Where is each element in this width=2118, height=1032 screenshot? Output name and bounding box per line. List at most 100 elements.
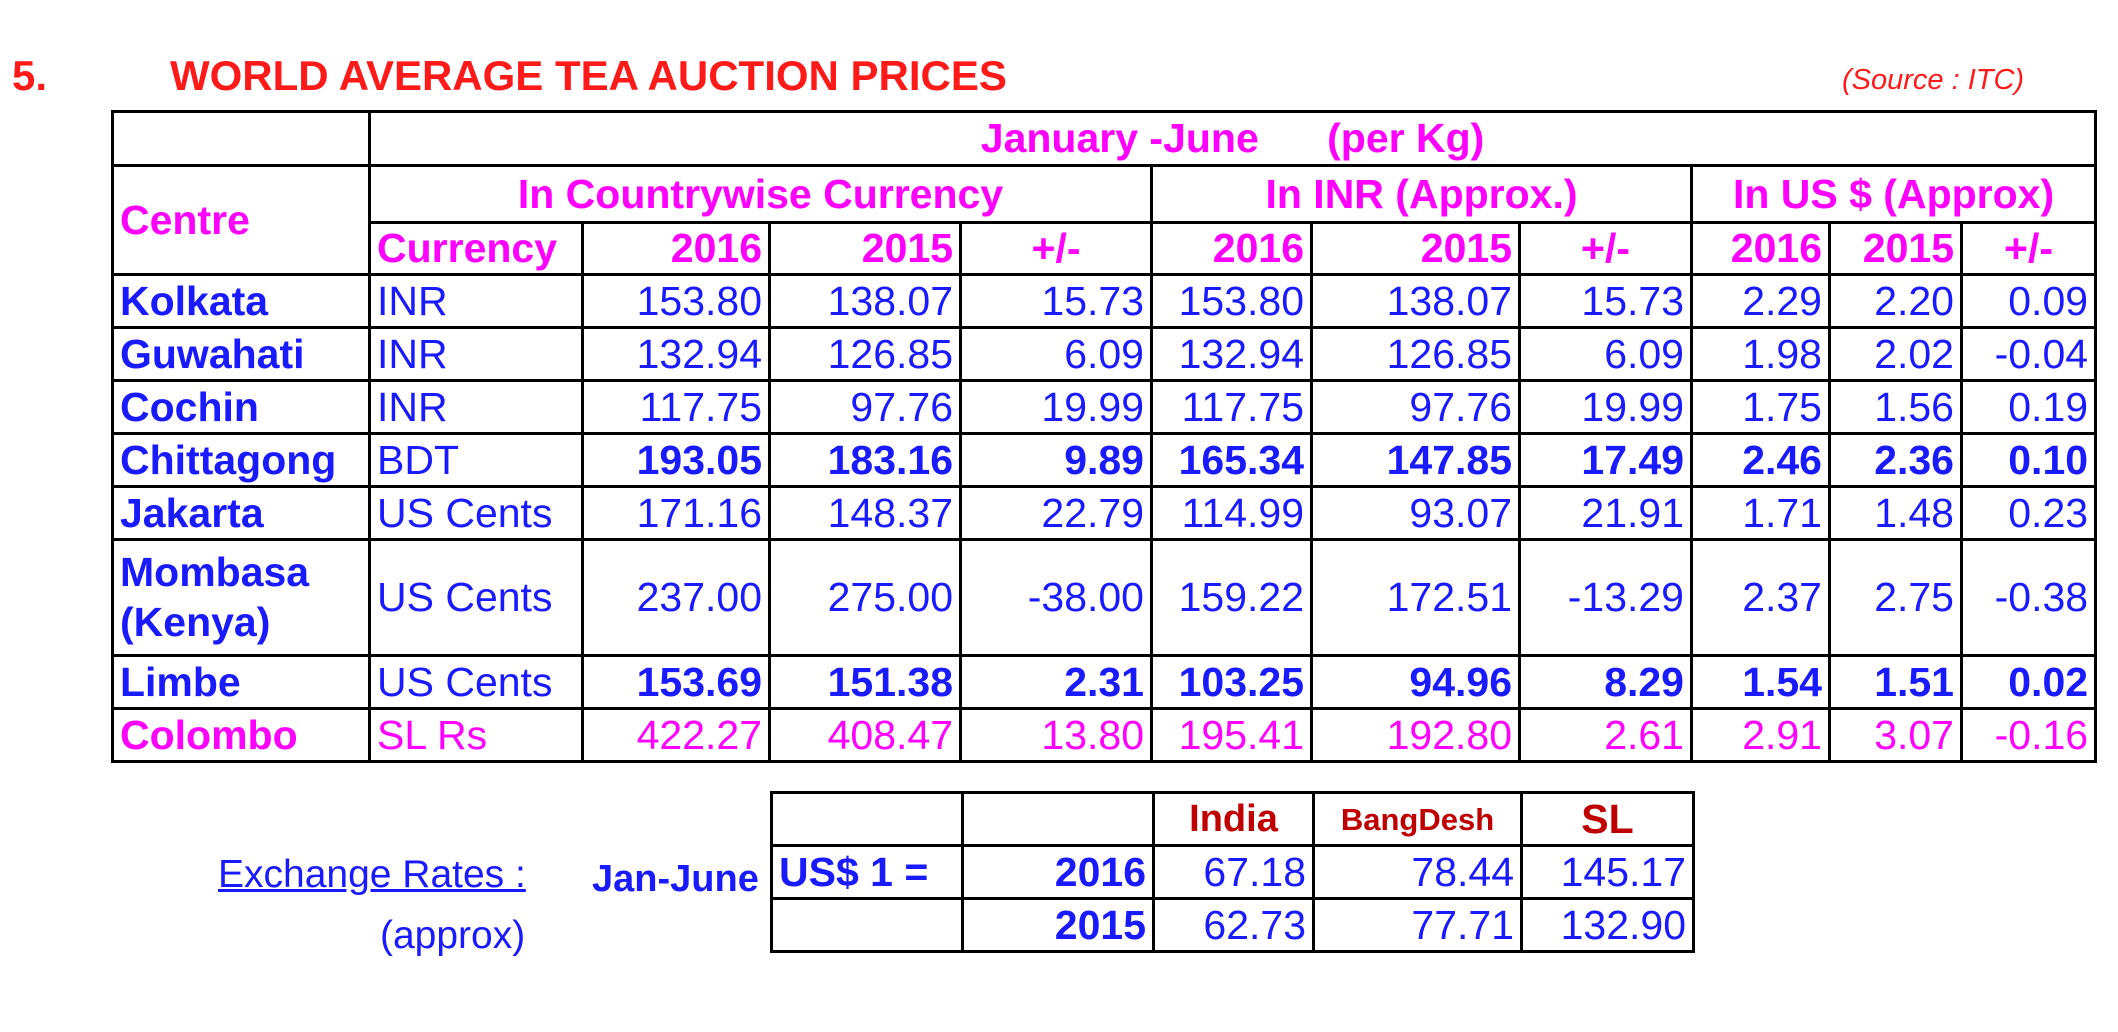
blank-cell <box>770 791 964 847</box>
value-cell: 2.46 <box>1690 432 1831 488</box>
value-cell: 275.00 <box>768 538 962 657</box>
country-header: SL <box>1520 791 1695 847</box>
value-cell: -0.04 <box>1959 326 2098 382</box>
currency-cell: INR <box>368 326 584 382</box>
value-cell: 0.10 <box>1959 432 2098 488</box>
value-cell: 126.85 <box>768 326 962 382</box>
currency-cell: US Cents <box>368 654 584 710</box>
value-cell: 117.75 <box>1150 379 1313 435</box>
value-cell: 1.54 <box>1690 654 1831 710</box>
value-cell: 21.91 <box>1518 485 1693 541</box>
value-cell: -38.00 <box>959 538 1153 657</box>
value-cell: 8.29 <box>1518 654 1693 710</box>
value-cell: 3.07 <box>1828 707 1963 763</box>
value-cell: 1.98 <box>1690 326 1831 382</box>
column-header-currency: Currency <box>368 221 584 276</box>
column-header: 2016 <box>1690 221 1831 276</box>
value-cell: 2.02 <box>1828 326 1963 382</box>
value-cell: 1.71 <box>1690 485 1831 541</box>
value-cell: 151.38 <box>768 654 962 710</box>
period-header: January -June (per Kg) <box>367 110 2098 167</box>
group-header-usd: In US $ (Approx) <box>1689 164 2098 224</box>
value-cell: 138.07 <box>768 273 962 329</box>
country-header: India <box>1152 791 1315 847</box>
currency-cell: BDT <box>368 432 584 488</box>
exchange-rates-label: Exchange Rates : <box>218 853 526 896</box>
currency-cell: INR <box>368 273 584 329</box>
value-cell: 97.76 <box>1310 379 1521 435</box>
value-cell: 0.02 <box>1959 654 2098 710</box>
value-cell: -0.16 <box>1959 707 2098 763</box>
currency-cell: INR <box>368 379 584 435</box>
currency-cell: US Cents <box>368 538 584 657</box>
exchange-base: US$ 1 = <box>770 844 964 900</box>
value-cell: 0.23 <box>1959 485 2098 541</box>
value-cell: 165.34 <box>1150 432 1313 488</box>
country-header: BangDesh <box>1312 791 1523 847</box>
group-header-countrywise: In Countrywise Currency <box>368 164 1153 224</box>
centre-name: Chittagong <box>111 432 371 488</box>
value-cell: 1.48 <box>1828 485 1963 541</box>
centre-header: Centre <box>111 164 371 276</box>
value-cell: 2.61 <box>1518 707 1693 763</box>
value-cell: 114.99 <box>1150 485 1313 541</box>
value-cell: 15.73 <box>959 273 1153 329</box>
value-cell: -0.38 <box>1959 538 2098 657</box>
exchange-value: 77.71 <box>1312 897 1523 953</box>
value-cell: 138.07 <box>1310 273 1521 329</box>
value-cell: 132.94 <box>1150 326 1313 382</box>
value-cell: 408.47 <box>768 707 962 763</box>
page-title: WORLD AVERAGE TEA AUCTION PRICES <box>170 52 1007 99</box>
value-cell: 2.75 <box>1828 538 1963 657</box>
value-cell: 126.85 <box>1310 326 1521 382</box>
table-row: Chittagong BDT 193.05 183.16 9.89 165.34… <box>111 432 2098 488</box>
value-cell: 159.22 <box>1150 538 1313 657</box>
exchange-rates-table: India BangDesh SL US$ 1 = 2016 67.18 78.… <box>770 791 1695 953</box>
exchange-value: 132.90 <box>1520 897 1695 953</box>
column-header: 2015 <box>1828 221 1963 276</box>
value-cell: 117.75 <box>581 379 771 435</box>
value-cell: 2.37 <box>1690 538 1831 657</box>
blank-corner-cell <box>111 110 371 167</box>
value-cell: 1.51 <box>1828 654 1963 710</box>
value-cell: 13.80 <box>959 707 1153 763</box>
value-cell: 132.94 <box>581 326 771 382</box>
table-row: Limbe US Cents 153.69 151.38 2.31 103.25… <box>111 654 2098 710</box>
value-cell: 2.36 <box>1828 432 1963 488</box>
exchange-value: 78.44 <box>1312 844 1523 900</box>
exchange-period: Jan-June <box>592 858 759 900</box>
column-header: 2016 <box>1150 221 1313 276</box>
centre-name: Guwahati <box>111 326 371 382</box>
value-cell: 2.29 <box>1690 273 1831 329</box>
exchange-value: 145.17 <box>1520 844 1695 900</box>
table-row: Guwahati INR 132.94 126.85 6.09 132.94 1… <box>111 326 2098 382</box>
column-header: 2016 <box>581 221 771 276</box>
centre-name: Jakarta <box>111 485 371 541</box>
value-cell: -13.29 <box>1518 538 1693 657</box>
value-cell: 2.31 <box>959 654 1153 710</box>
table-row: Cochin INR 117.75 97.76 19.99 117.75 97.… <box>111 379 2098 435</box>
column-header: 2015 <box>768 221 962 276</box>
column-header: +/- <box>1518 221 1693 276</box>
value-cell: 17.49 <box>1518 432 1693 488</box>
column-header: +/- <box>1959 221 2098 276</box>
value-cell: 183.16 <box>768 432 962 488</box>
exchange-value: 62.73 <box>1152 897 1315 953</box>
centre-name: Mombasa (Kenya) <box>111 538 371 657</box>
value-cell: 147.85 <box>1310 432 1521 488</box>
group-header-inr: In INR (Approx.) <box>1150 164 1693 224</box>
value-cell: 94.96 <box>1310 654 1521 710</box>
value-cell: 172.51 <box>1310 538 1521 657</box>
table-row: Kolkata INR 153.80 138.07 15.73 153.80 1… <box>111 273 2098 329</box>
source-note: (Source : ITC) <box>1842 64 2025 96</box>
value-cell: 171.16 <box>581 485 771 541</box>
value-cell: 148.37 <box>768 485 962 541</box>
table-row: Colombo SL Rs 422.27 408.47 13.80 195.41… <box>111 707 2098 763</box>
blank-cell <box>961 791 1155 847</box>
centre-name: Cochin <box>111 379 371 435</box>
value-cell: 0.19 <box>1959 379 2098 435</box>
centre-name: Kolkata <box>111 273 371 329</box>
value-cell: 193.05 <box>581 432 771 488</box>
value-cell: 0.09 <box>1959 273 2098 329</box>
exchange-approx-note: (approx) <box>380 914 526 957</box>
